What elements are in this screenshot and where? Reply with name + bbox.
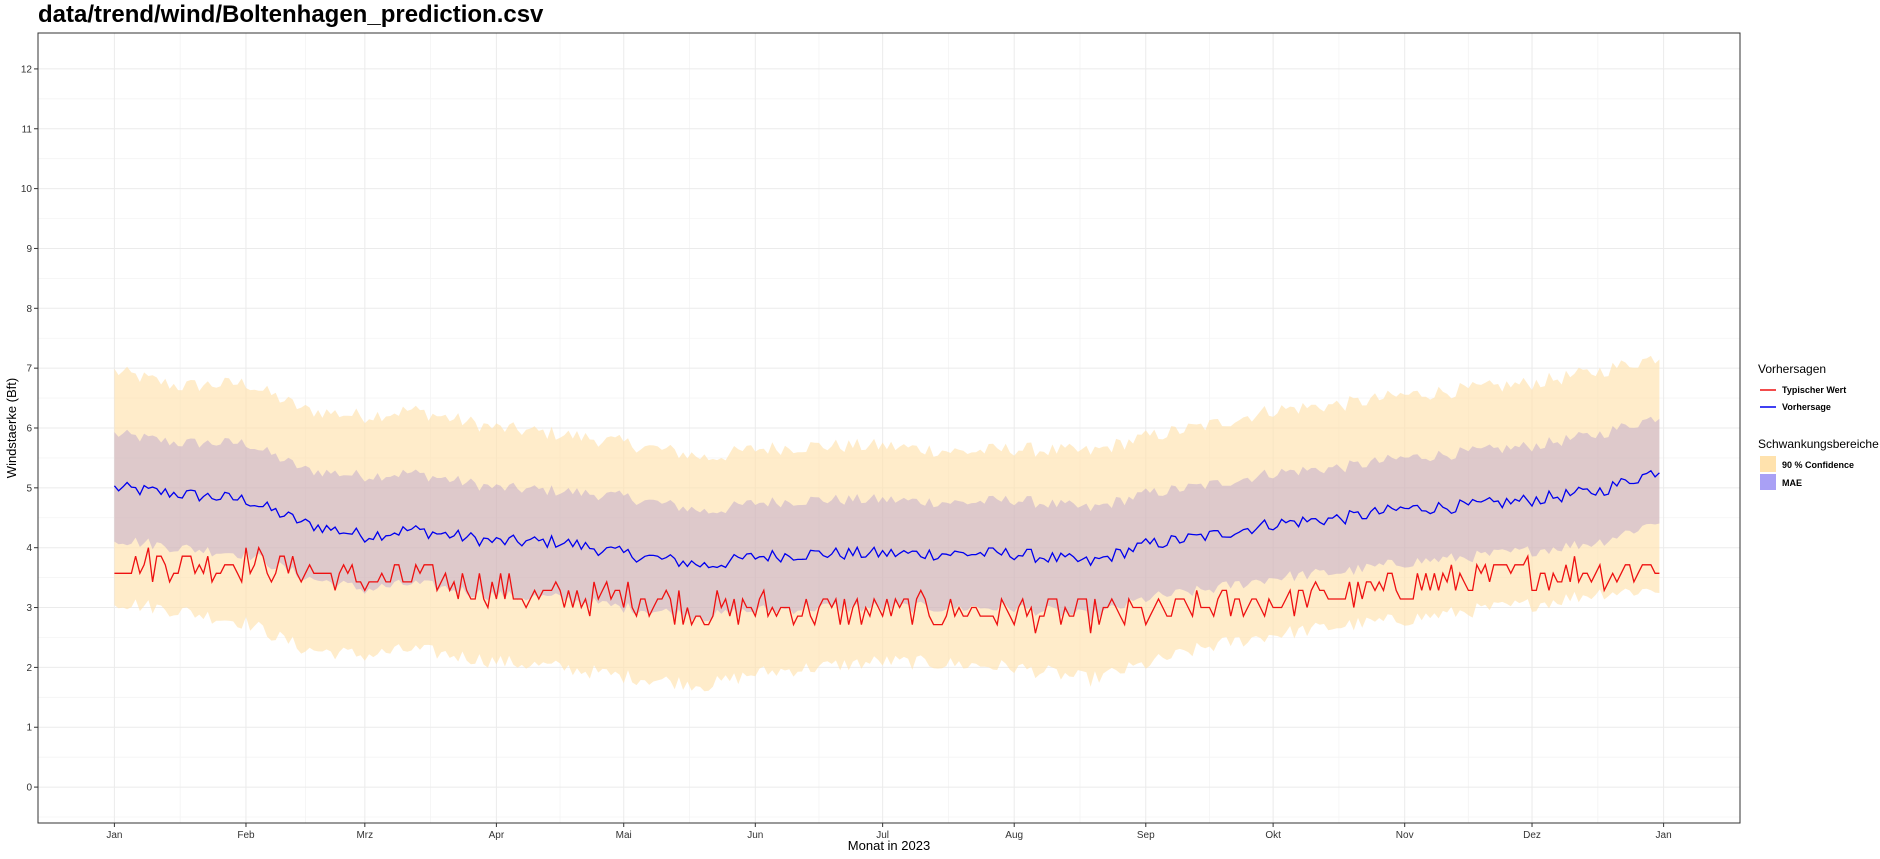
x-tick-label: Jan (1656, 830, 1672, 841)
x-tick-label: Sep (1137, 830, 1155, 841)
x-axis-title: Monat in 2023 (848, 838, 930, 853)
legend: Vorhersagen Typischer Wert Vorhersage Sc… (1758, 362, 1879, 490)
y-tick-label: 11 (22, 124, 33, 135)
legend-swatch-confidence (1760, 456, 1776, 472)
x-tick-label: Nov (1396, 830, 1414, 841)
series-lines (113, 469, 1660, 634)
y-tick-label: 5 (26, 483, 32, 494)
x-tick-label: Aug (1005, 830, 1023, 841)
series-typischer-wert (114, 545, 1660, 634)
y-tick-label: 6 (26, 424, 32, 435)
x-axis: Jan Feb Mrz Apr Mai Jun Jul Aug Sep Okt Nov Dez Jan (106, 823, 1672, 841)
y-tick-label: 2 (26, 663, 32, 674)
mae-band (114, 416, 1660, 623)
legend-label-confidence: 90 % Confidence (1782, 460, 1854, 470)
legend-title-lines: Vorhersagen (1758, 362, 1826, 376)
legend-label-vorhersage: Vorhersage (1782, 402, 1831, 412)
y-tick-label: 12 (21, 64, 33, 75)
y-tick-label: 7 (26, 364, 32, 375)
legend-label-mae: MAE (1782, 478, 1802, 488)
y-tick-label: 8 (26, 304, 32, 315)
x-tick-label: Okt (1265, 830, 1281, 841)
y-tick-label: 3 (26, 603, 32, 614)
y-tick-label: 4 (26, 543, 32, 554)
chart-title: data/trend/wind/Boltenhagen_prediction.c… (38, 1, 544, 28)
y-tick-label: 1 (26, 723, 32, 734)
x-tick-label: Dez (1523, 830, 1541, 841)
y-axis-title: Windstaerke (Bft) (4, 378, 19, 478)
x-tick-label: Mai (616, 830, 632, 841)
legend-swatch-mae (1760, 474, 1776, 490)
y-tick-label: 9 (26, 244, 32, 255)
x-tick-label: Mrz (356, 830, 373, 841)
legend-label-typischer-wert: Typischer Wert (1782, 385, 1846, 395)
x-tick-label: Jun (747, 830, 763, 841)
x-tick-label: Feb (237, 830, 255, 841)
x-tick-label: Apr (489, 830, 505, 841)
x-tick-label: Jan (106, 830, 122, 841)
legend-title-bands: Schwankungsbereiche (1758, 437, 1879, 451)
y-tick-label: 0 (26, 783, 32, 794)
y-tick-label: 10 (21, 184, 33, 195)
series-vorhersage (113, 469, 1660, 569)
x-tick-label: Jul (876, 830, 889, 841)
